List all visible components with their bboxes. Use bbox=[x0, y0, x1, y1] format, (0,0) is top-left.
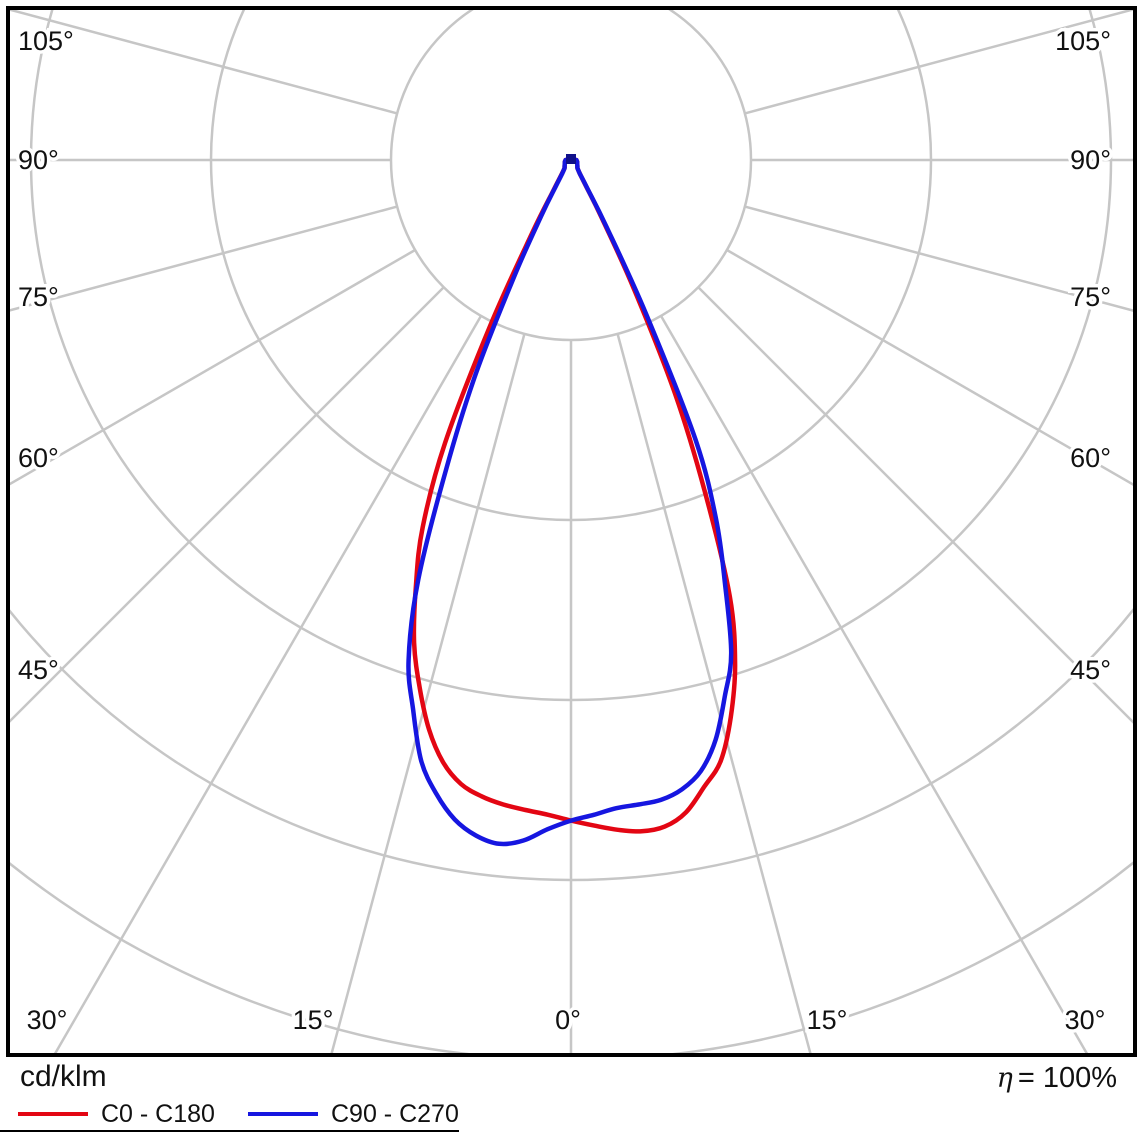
gamma-label-left: 75° bbox=[18, 282, 59, 312]
curve-c0-c180 bbox=[411, 157, 738, 834]
legend-item-c0: C0 - C180 bbox=[18, 1099, 215, 1129]
gamma-label-right: 90° bbox=[1070, 145, 1111, 175]
grid-spoke bbox=[744, 10, 1133, 115]
c90-line-swatch bbox=[248, 1112, 318, 1116]
efficiency-value: = 100% bbox=[1017, 1062, 1117, 1094]
curve-c90-c270 bbox=[406, 157, 734, 847]
grid-spoke bbox=[744, 205, 1133, 312]
gamma-label-bottom: 30° bbox=[1065, 1005, 1106, 1035]
gamma-label-bottom: 15° bbox=[293, 1005, 334, 1035]
grid-spoke bbox=[330, 333, 526, 1053]
apex-marker bbox=[566, 154, 576, 164]
grid-spoke bbox=[726, 248, 1133, 486]
grid-spoke bbox=[10, 205, 398, 312]
grid-spoke bbox=[10, 286, 445, 723]
gamma-label-left: 45° bbox=[18, 655, 59, 685]
gamma-label-bottom: 15° bbox=[807, 1005, 848, 1035]
grid-spoke bbox=[697, 286, 1133, 724]
grid-spoke bbox=[659, 315, 1089, 1053]
gamma-label-left: 60° bbox=[18, 443, 59, 473]
gamma-label-left: 105° bbox=[18, 26, 74, 56]
gamma-label-right: 45° bbox=[1070, 655, 1111, 685]
grid-spoke bbox=[53, 315, 483, 1053]
eta-symbol: η bbox=[996, 1063, 1013, 1094]
grid-spoke bbox=[10, 10, 398, 115]
c0-legend-label: C0 - C180 bbox=[101, 1099, 215, 1128]
gamma-label-bottom: 30° bbox=[27, 1005, 68, 1035]
gamma-label-right: 105° bbox=[1055, 26, 1111, 56]
gamma-label-bottom: 0° bbox=[555, 1005, 581, 1035]
legend-underline bbox=[0, 1130, 459, 1132]
c0-line-swatch bbox=[18, 1112, 88, 1116]
polar-chart-svg: 105° 90° 75° 60° 45° 105° 90° 75° 60° 45° 30° 15° 0°… bbox=[10, 10, 1133, 1053]
grid-spoke bbox=[10, 248, 416, 486]
efficiency-label: η = 100% bbox=[997, 1062, 1117, 1095]
legend-item-c90: C90 - C270 bbox=[248, 1099, 459, 1129]
gamma-label-right: 75° bbox=[1070, 282, 1111, 312]
polar-chart: 105° 90° 75° 60° 45° 105° 90° 75° 60° 45° 30° 15° 0°… bbox=[6, 6, 1137, 1057]
grid-spoke bbox=[616, 333, 812, 1053]
grid-ring bbox=[389, 10, 753, 342]
gamma-label-left: 90° bbox=[18, 145, 59, 175]
unit-label: cd/klm bbox=[20, 1060, 107, 1093]
c90-legend-label: C90 - C270 bbox=[331, 1099, 459, 1128]
gamma-label-right: 60° bbox=[1070, 443, 1111, 473]
